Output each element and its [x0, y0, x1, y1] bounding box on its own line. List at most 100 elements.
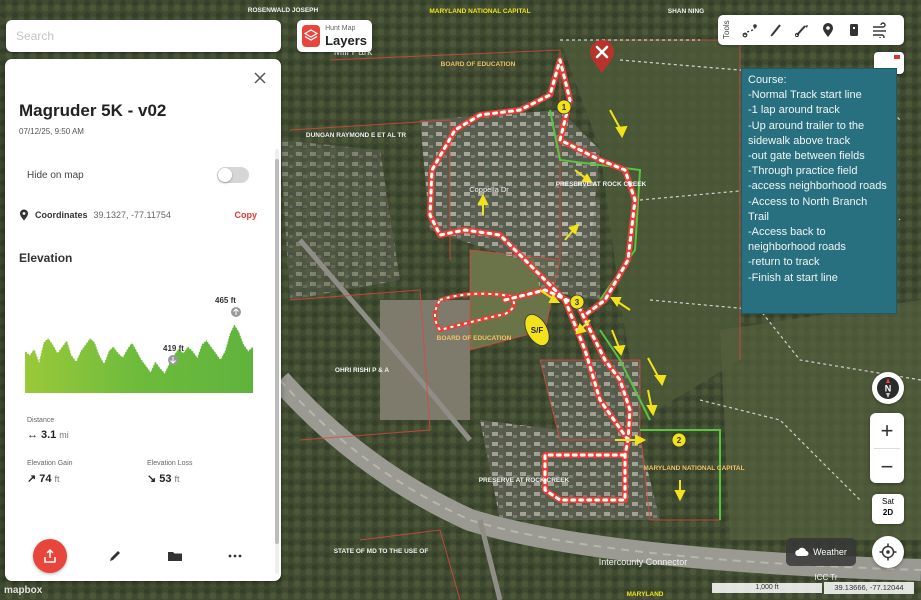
coordinates-row: Coordinates 39.1327, -77.11754 Copy	[19, 209, 257, 221]
elevation-profile-chart[interactable]: 465 ft 419 ft	[19, 289, 259, 399]
share-icon	[44, 548, 56, 563]
loss-arrow-icon: ↘	[147, 473, 157, 485]
crosshair-icon	[879, 543, 897, 561]
waypoint-1-label: 1	[562, 103, 567, 112]
waypoint-2-label: 2	[677, 436, 682, 445]
hide-on-map-toggle[interactable]	[217, 167, 249, 183]
copy-coordinates-button[interactable]: Copy	[234, 210, 258, 220]
label-board-ed-top: BOARD OF EDUCATION	[441, 61, 516, 68]
layers-label: Layers	[325, 33, 367, 48]
elevation-loss-value: 53	[159, 472, 172, 485]
label-dungan: DUNGAN RAYMOND E ET AL TR	[306, 132, 406, 139]
course-line: -1 lap around track	[748, 104, 840, 117]
elevation-min-label: 419 ft	[163, 344, 184, 353]
weather-button[interactable]: Weather	[786, 538, 856, 566]
zoom-out-button[interactable]: −	[880, 453, 894, 479]
zoom-controls: + −	[870, 413, 904, 483]
elevation-max-label: 465 ft	[215, 296, 236, 305]
course-line: -Up around trailer to the sidewalk above…	[748, 119, 865, 147]
share-button[interactable]	[33, 539, 67, 573]
course-line: -access neighborhood roads	[748, 180, 887, 193]
hide-on-map-label: Hide on map	[27, 169, 84, 181]
elevation-loss-label: Elevation Loss	[147, 460, 193, 467]
pin-tool-icon[interactable]	[817, 19, 839, 41]
distance-value: 3.1	[41, 429, 57, 441]
wind-tool-icon[interactable]	[869, 19, 891, 41]
label-md-capital-bottom: MARYLAND NATIONAL CAPITAL	[643, 465, 744, 472]
coordinates-label: Coordinates	[35, 210, 88, 220]
track-title: Magruder 5K - v02	[19, 101, 167, 120]
hide-on-map-row: Hide on map	[19, 167, 249, 183]
layers-button[interactable]: Hunt Map Layers	[297, 20, 372, 52]
location-pin-icon	[20, 209, 28, 221]
layers-subtitle: Hunt Map	[325, 25, 356, 32]
elevation-title: Elevation	[19, 251, 73, 265]
elevation-loss-stat: ↘ 53 ft	[147, 472, 180, 486]
label-intercounty: Intercounty Connector	[599, 557, 688, 567]
distance-label: Distance	[27, 417, 55, 424]
label-maryland-bottom: MARYLAND	[627, 591, 664, 598]
track-date: 07/12/25, 9:50 AM	[19, 127, 84, 136]
cloud-icon	[795, 547, 809, 556]
label-board-ed-mid: BOARD OF EDUCATION	[437, 335, 512, 342]
course-line: -out gate between fields	[748, 150, 865, 163]
start-finish-label: S/F	[531, 326, 544, 335]
label-ohri: OHRI RISHI P & A	[335, 367, 389, 374]
waypoint-3-label: 3	[575, 298, 580, 307]
draw-tool-icon[interactable]	[765, 19, 787, 41]
weather-label: Weather	[813, 547, 847, 557]
label-mill-park: Mill Park	[334, 47, 373, 58]
label-icc: ICC Tr	[814, 573, 837, 582]
more-options-icon[interactable]	[223, 544, 247, 568]
course-line: -Access back to neighborhood roads	[748, 226, 846, 254]
compass-north-label: N	[885, 384, 892, 394]
course-line: -Finish at start line	[748, 271, 838, 284]
distance-unit: mi	[59, 430, 69, 440]
locate-me-button[interactable]	[872, 536, 904, 568]
compass-icon: N	[877, 377, 899, 399]
label-preserve-bottom: PRESERVE AT ROCK CREEK	[479, 477, 570, 484]
course-line: Course:	[748, 74, 787, 86]
label-state-md: STATE OF MD TO THE USE OF	[334, 548, 429, 555]
label-shan-ning: SHAN NING	[668, 8, 704, 15]
folder-icon[interactable]	[163, 544, 187, 568]
elevation-loss-unit: ft	[174, 473, 180, 484]
course-line: -Access to North Branch Trail	[748, 195, 868, 223]
map-pin-icon[interactable]	[589, 40, 615, 74]
panel-scrollbar[interactable]	[275, 149, 279, 574]
tools-label: Tools	[722, 20, 731, 40]
map-mode-button[interactable]: Sat 2D	[872, 494, 904, 524]
label-preserve-top: PRESERVE AT ROCK CREEK	[556, 181, 647, 188]
route-tool-icon[interactable]	[739, 19, 761, 41]
track-details-panel: Magruder 5K - v02 07/12/25, 9:50 AM Hide…	[5, 59, 281, 581]
course-line: -Normal Track start line	[748, 89, 862, 102]
search-input[interactable]	[16, 29, 271, 43]
label-coppella: Coppella Dr	[469, 185, 509, 194]
distance-arrow-icon: ↔	[27, 429, 38, 441]
label-rosenwald: ROSENWALD JOSEPH	[248, 7, 319, 14]
elevation-gain-label: Elevation Gain	[27, 460, 73, 467]
label-md-capital-top: MARYLAND NATIONAL CAPITAL	[429, 8, 530, 15]
coordinates-value: 39.1327, -77.11754	[93, 210, 171, 220]
layers-icon	[302, 25, 321, 47]
panel-action-bar	[5, 531, 275, 581]
gain-arrow-icon: ↗	[27, 473, 37, 485]
elevation-gain-value: 74	[39, 472, 52, 485]
close-icon[interactable]	[253, 71, 267, 85]
tools-bar: Tools	[718, 15, 904, 45]
edit-pencil-icon[interactable]	[103, 544, 127, 568]
elevation-gain-stat: ↗ 74 ft	[27, 472, 60, 486]
device-tool-icon[interactable]	[843, 19, 865, 41]
zoom-in-button[interactable]: +	[880, 417, 894, 443]
mapbox-logo: mapbox	[4, 585, 43, 596]
course-line: -return to track	[748, 256, 820, 269]
distance-stat: ↔ 3.1 mi	[27, 429, 69, 441]
map-scale-bar: 1,000 ft	[712, 583, 822, 593]
course-description-note: Course: -Normal Track start line -1 lap …	[741, 68, 897, 314]
search-bar[interactable]	[6, 20, 281, 52]
elevation-area	[25, 324, 253, 393]
compass-button[interactable]: N	[872, 372, 904, 404]
measure-tool-icon[interactable]	[791, 19, 813, 41]
elevation-gain-unit: ft	[54, 473, 60, 484]
sat-label: Sat	[881, 497, 894, 506]
